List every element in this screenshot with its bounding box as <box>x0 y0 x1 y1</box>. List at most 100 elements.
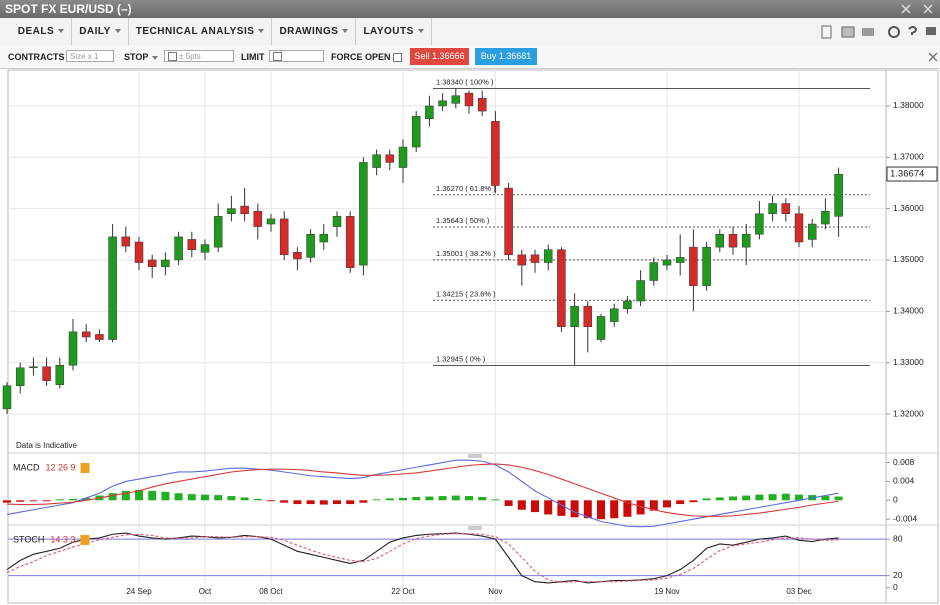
menu-item[interactable]: DRAWINGS <box>272 18 357 45</box>
histogram-bar <box>689 500 698 503</box>
candle-body <box>108 236 117 340</box>
panel-handle[interactable] <box>468 454 482 458</box>
histogram-bar <box>293 500 302 505</box>
candle-body <box>609 308 619 322</box>
window-controls[interactable] <box>900 3 936 15</box>
toolbar-icons[interactable] <box>818 24 940 40</box>
histogram-bar <box>227 496 236 501</box>
histogram-bar <box>504 500 513 506</box>
menu-label: DRAWINGS <box>279 26 339 37</box>
candle-body <box>768 203 777 215</box>
histogram-bar <box>82 497 91 501</box>
limit-label: LIMIT <box>241 52 265 62</box>
candle-body <box>741 234 751 248</box>
candle-body <box>583 305 593 327</box>
candle-body <box>15 367 25 387</box>
candle-body <box>279 218 289 256</box>
menu-label: DEALS <box>17 26 55 37</box>
indicator-line <box>6 463 839 517</box>
indicator-params: 12 26 9 <box>46 462 76 472</box>
histogram-bar <box>267 500 275 502</box>
candle-body <box>121 236 131 247</box>
candle-body <box>372 154 381 168</box>
histogram-bar <box>702 498 711 501</box>
histogram-bar <box>531 500 539 513</box>
histogram-bar <box>438 496 447 501</box>
candle-body <box>504 187 513 256</box>
x-tick-label: 03 Dec <box>786 587 811 596</box>
histogram-bar <box>135 489 143 501</box>
sell-button[interactable]: Sell 1.36666 <box>410 48 469 65</box>
y-tick-label: 80 <box>893 533 903 543</box>
histogram-bar <box>346 500 355 505</box>
candle-body <box>477 97 487 112</box>
histogram-bar <box>715 497 724 501</box>
histogram-bar <box>834 496 843 501</box>
settings-icon[interactable] <box>80 463 90 473</box>
histogram-bar <box>240 497 249 501</box>
settings-icon[interactable] <box>80 535 90 545</box>
candle-body <box>781 203 791 215</box>
histogram-bar <box>16 500 25 502</box>
limit-input[interactable] <box>269 50 324 62</box>
candle-body <box>530 254 540 263</box>
stop-label[interactable]: STOP <box>124 52 159 62</box>
menu-item[interactable]: DAILY <box>72 18 129 45</box>
candle-body <box>411 115 421 148</box>
candle-body <box>42 366 51 381</box>
histogram-bar <box>821 496 830 501</box>
candle-body <box>543 249 553 263</box>
candle-body <box>147 259 157 267</box>
fib-label: 1.35001 ( 38.2% ) <box>436 249 496 258</box>
menu-item[interactable]: TECHNICAL ANALYSIS <box>129 18 273 45</box>
candle-body <box>213 216 223 248</box>
candle-body <box>95 334 104 340</box>
candle-body <box>649 262 659 281</box>
indicator-title: MACD <box>13 462 40 472</box>
histogram-bar <box>187 494 196 501</box>
menu-label: LAYOUTS <box>363 26 414 37</box>
candle-body <box>134 241 144 263</box>
candle-body <box>319 234 329 243</box>
candle-body <box>385 154 395 163</box>
stop-input[interactable]: ± 5pts <box>164 50 234 62</box>
candle-body <box>81 331 91 338</box>
x-tick-label: Oct <box>199 587 212 596</box>
force-open[interactable]: FORCE OPEN <box>331 52 404 63</box>
candle-body <box>345 216 355 268</box>
y-tick-label: 1.32000 <box>893 408 924 418</box>
histogram-bar <box>517 500 526 510</box>
panel-handle[interactable] <box>468 526 482 530</box>
histogram-bar <box>201 494 209 501</box>
x-tick-label: 22 Oct <box>391 587 415 596</box>
histogram-bar <box>663 500 671 508</box>
size-input[interactable]: Size x 1 <box>66 50 114 62</box>
candle-body <box>293 252 302 260</box>
candle-body <box>68 331 78 366</box>
title-bar: SPOT FX EUR/USD (–) <box>0 0 940 18</box>
menu-item[interactable]: DEALS <box>11 18 73 45</box>
close-icon[interactable] <box>928 52 938 62</box>
histogram-bar <box>174 493 183 501</box>
candle-body <box>662 259 672 266</box>
histogram-bar <box>795 494 803 501</box>
candle-body <box>755 213 764 235</box>
histogram-bar <box>148 490 157 501</box>
menu-item[interactable]: LAYOUTS <box>356 18 432 45</box>
y-tick-label: 1.38000 <box>893 100 924 110</box>
candle-body <box>517 254 527 266</box>
buy-button[interactable]: Buy 1.36681 <box>475 48 537 65</box>
candle-body <box>596 316 606 340</box>
histogram-bar <box>544 500 553 515</box>
candle-body <box>174 236 183 261</box>
label: STOP <box>124 52 149 62</box>
candle-body <box>715 234 725 248</box>
candle-body <box>794 213 804 243</box>
x-tick-label: 08 Oct <box>259 587 283 596</box>
candle-body <box>570 305 579 327</box>
candle-body <box>689 246 698 286</box>
fib-label: 1.35643 ( 50% ) <box>436 216 490 225</box>
histogram-bar <box>570 500 579 518</box>
candle-body <box>807 223 817 240</box>
